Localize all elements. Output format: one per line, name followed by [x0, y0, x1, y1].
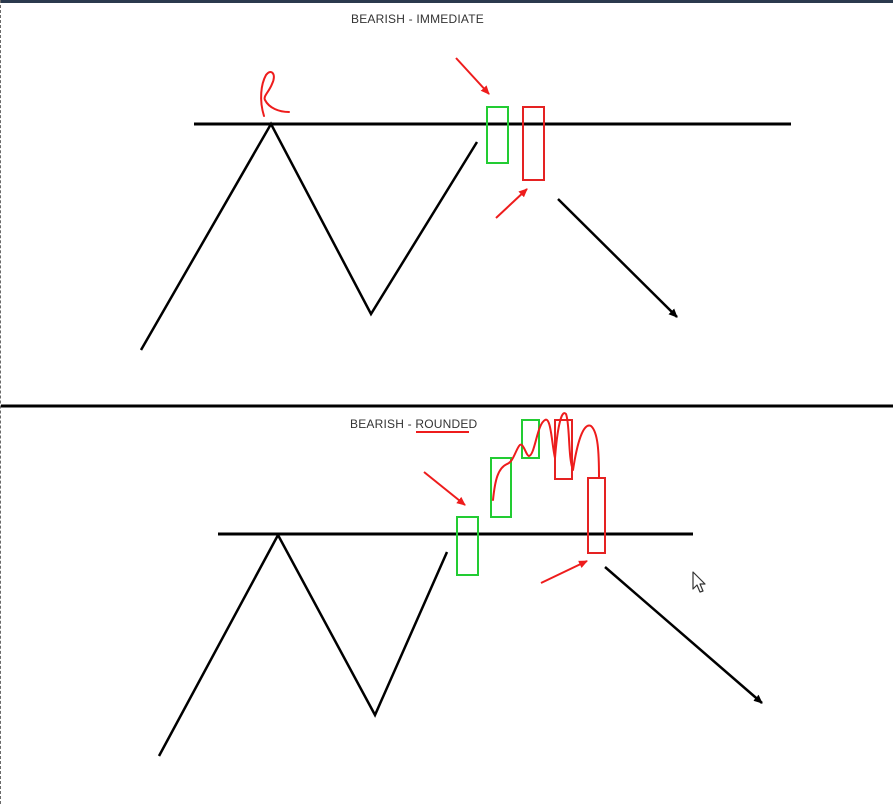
panel-title-rounded-prefix: BEARISH - — [350, 417, 416, 431]
downtrend-arrow-immediate — [557, 198, 678, 318]
panel-title-immediate: BEARISH - IMMEDIATE — [351, 12, 484, 26]
green-candle-immediate — [486, 106, 509, 164]
red-candle-rounded-2 — [587, 477, 606, 554]
panel-title-rounded-word: ROUNDED — [415, 417, 478, 431]
r-annotation-mark — [260, 71, 290, 117]
red-arrow-to-red-candle — [495, 188, 528, 219]
price-path-immediate — [139, 121, 479, 351]
price-path-rounded — [157, 532, 449, 757]
red-candle-immediate — [522, 106, 545, 181]
panel-immediate — [139, 57, 791, 351]
red-arrow-to-green-candle — [455, 57, 490, 95]
panel-title-immediate-text: BEARISH - IMMEDIATE — [351, 12, 484, 26]
red-arrow-to-breakdown-candle — [540, 560, 588, 584]
rounded-top-scribble — [492, 412, 600, 501]
green-candle-rounded-1 — [456, 516, 479, 576]
window-top-bar — [1, 0, 893, 3]
green-candle-rounded-2 — [490, 457, 512, 518]
panel-rounded — [157, 412, 763, 757]
mouse-pointer-icon — [692, 571, 706, 593]
panel-title-rounded: BEARISH - ROUNDED — [350, 417, 477, 431]
red-arrow-to-breakout-candle — [423, 471, 466, 506]
downtrend-arrow-rounded — [604, 566, 763, 704]
green-candle-rounded-3 — [521, 419, 540, 459]
